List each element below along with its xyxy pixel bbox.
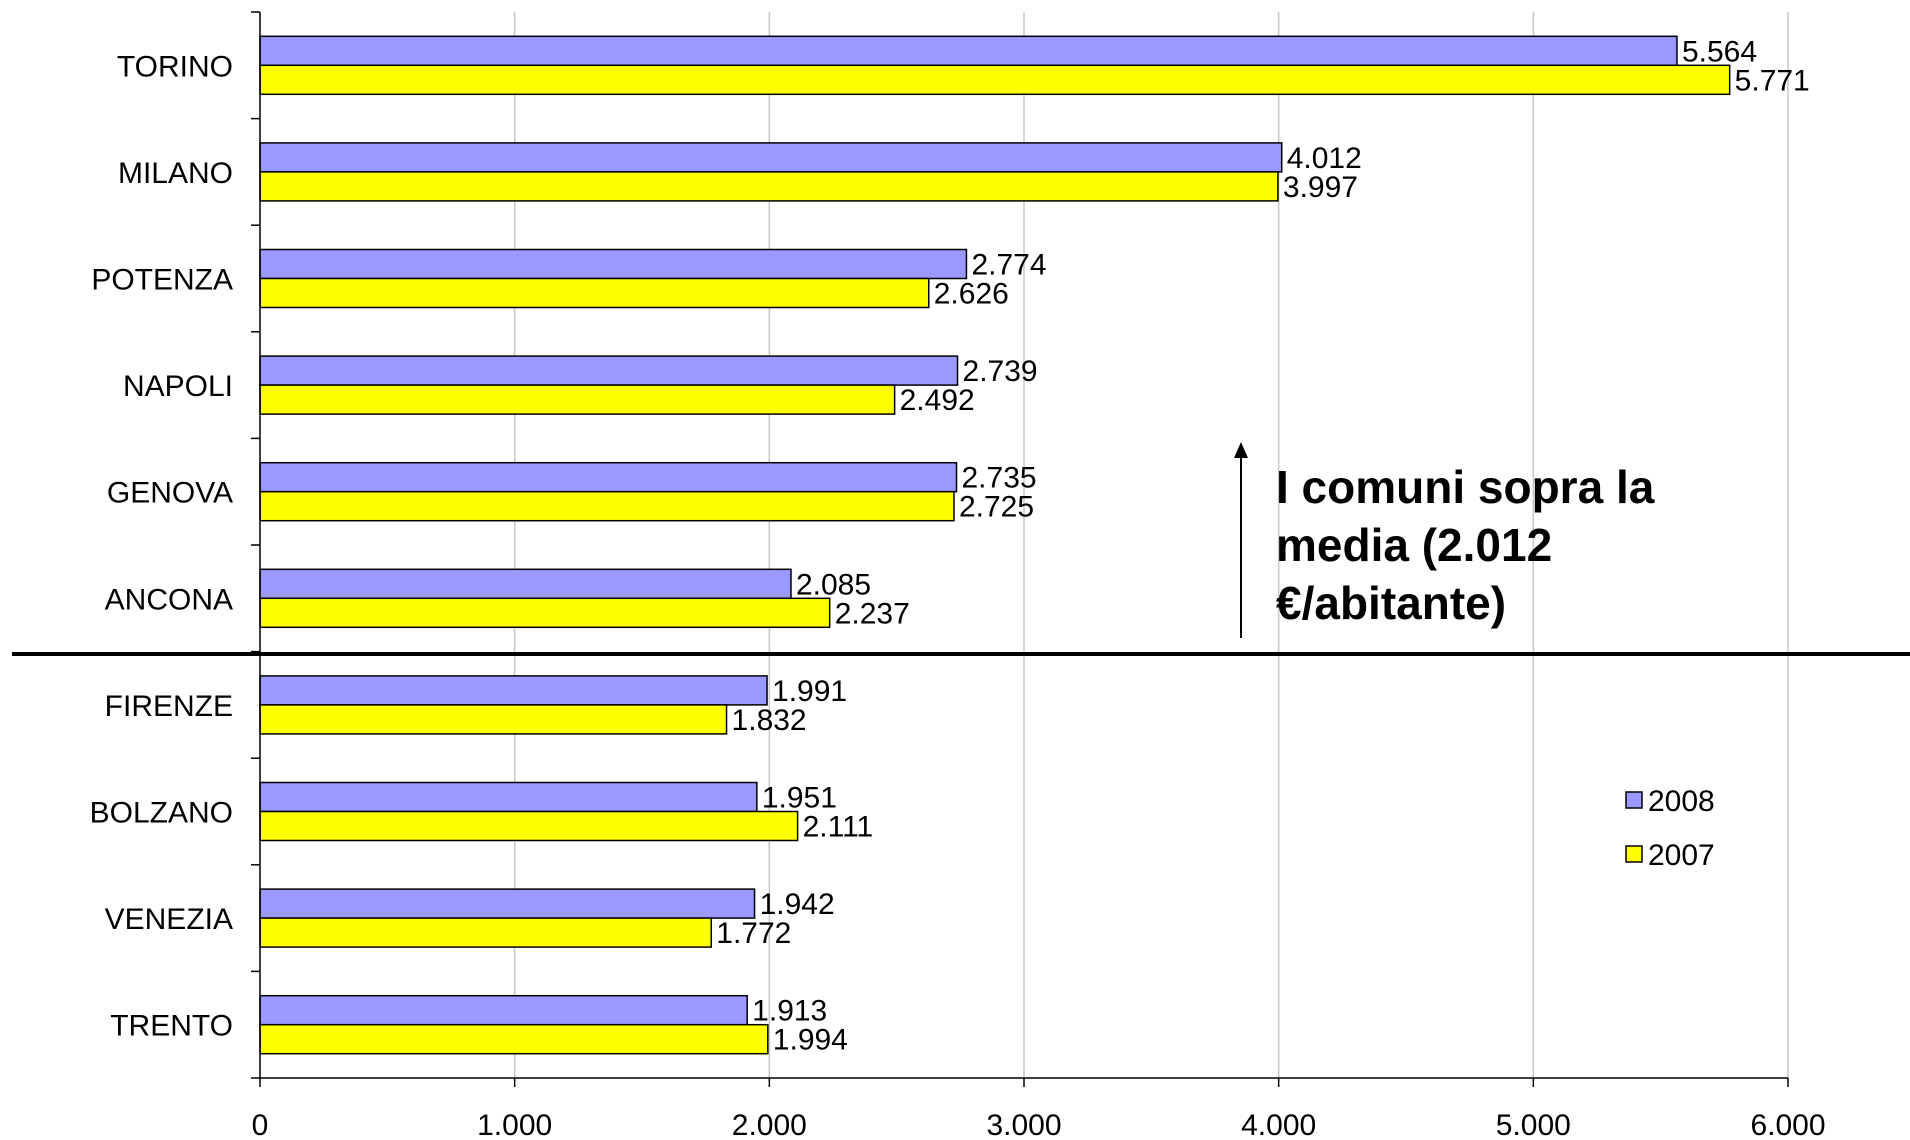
value-label: 5.771 xyxy=(1735,64,1810,97)
value-label: 1.832 xyxy=(732,704,807,737)
labels-group: 0 1.000 2.000 3.000 4.000 5.000 6.000 TORINO 5.5… xyxy=(90,35,1826,1140)
value-label: 2.492 xyxy=(900,384,975,417)
bar-2007 xyxy=(259,810,799,842)
legend-swatch-2008 xyxy=(1625,791,1643,809)
annotation: I comuni sopra la media (2.012 €/abitant… xyxy=(1234,442,1655,638)
value-label: 1.951 xyxy=(762,782,837,815)
category-label: VENEZIA xyxy=(105,903,233,936)
category-label: BOLZANO xyxy=(90,797,233,830)
bar-2008 xyxy=(259,35,1678,67)
bar-2008 xyxy=(259,781,758,813)
bars-group xyxy=(259,35,1731,1055)
x-tick-label: 5.000 xyxy=(1496,1109,1571,1140)
value-label: 2.739 xyxy=(963,355,1038,388)
category-label: GENOVA xyxy=(107,477,233,510)
value-label: 2.111 xyxy=(803,811,874,844)
x-tick-label: 1.000 xyxy=(477,1109,552,1140)
bar-2007 xyxy=(259,171,1279,202)
category-label: ANCONA xyxy=(105,583,233,616)
category-label: MILANO xyxy=(118,157,233,190)
bar-2008 xyxy=(259,568,792,600)
bar-2008 xyxy=(259,355,959,386)
value-label: 2.085 xyxy=(796,568,871,601)
x-tick-label: 0 xyxy=(252,1109,269,1140)
bar-2007 xyxy=(259,490,955,522)
bar-2007 xyxy=(259,64,1731,96)
legend-swatch-2007 xyxy=(1625,845,1643,863)
bar-2007 xyxy=(259,384,896,415)
category-label: POTENZA xyxy=(91,264,233,297)
value-label: 2.774 xyxy=(971,249,1046,282)
bar-2007 xyxy=(259,1023,769,1055)
value-label: 1.991 xyxy=(772,675,847,708)
annotation-line-2: media (2.012 xyxy=(1276,519,1552,571)
value-label: 1.994 xyxy=(773,1024,848,1057)
axes-group xyxy=(251,11,1789,1087)
value-label: 1.913 xyxy=(752,995,827,1028)
bar-2008 xyxy=(259,142,1283,173)
value-label: 2.237 xyxy=(835,597,910,630)
legend: 2008 2007 xyxy=(1625,785,1715,872)
x-tick-label: 4.000 xyxy=(1241,1109,1316,1140)
annotation-line-3: €/abitante) xyxy=(1276,577,1506,629)
category-label: TORINO xyxy=(117,50,233,83)
x-tick-label: 2.000 xyxy=(732,1109,807,1140)
category-label: NAPOLI xyxy=(123,370,233,403)
x-tick-label: 6.000 xyxy=(1750,1109,1825,1140)
value-label: 2.735 xyxy=(962,462,1037,495)
bar-2007 xyxy=(259,597,831,629)
bar-2008 xyxy=(259,888,756,919)
legend-label-2007: 2007 xyxy=(1648,839,1715,872)
bar-2007 xyxy=(259,277,930,309)
annotation-line-1: I comuni sopra la xyxy=(1276,461,1655,513)
value-label: 3.997 xyxy=(1283,171,1358,204)
value-label: 2.626 xyxy=(934,278,1009,311)
legend-label-2008: 2008 xyxy=(1648,785,1715,818)
category-label: TRENTO xyxy=(110,1010,233,1043)
arrow-up-icon xyxy=(1234,442,1248,458)
bar-2008 xyxy=(259,675,768,706)
bar-2008 xyxy=(259,461,958,493)
value-label: 4.012 xyxy=(1287,142,1362,175)
bar-2008 xyxy=(259,994,748,1026)
value-label: 2.725 xyxy=(959,491,1034,524)
bar-2007 xyxy=(259,704,728,735)
x-tick-label: 3.000 xyxy=(986,1109,1061,1140)
value-label: 1.772 xyxy=(716,917,791,950)
value-label: 5.564 xyxy=(1682,35,1757,68)
bar-2008 xyxy=(259,248,968,280)
category-label: FIRENZE xyxy=(105,690,233,723)
bar-2007 xyxy=(259,917,713,948)
value-label: 1.942 xyxy=(760,888,835,921)
